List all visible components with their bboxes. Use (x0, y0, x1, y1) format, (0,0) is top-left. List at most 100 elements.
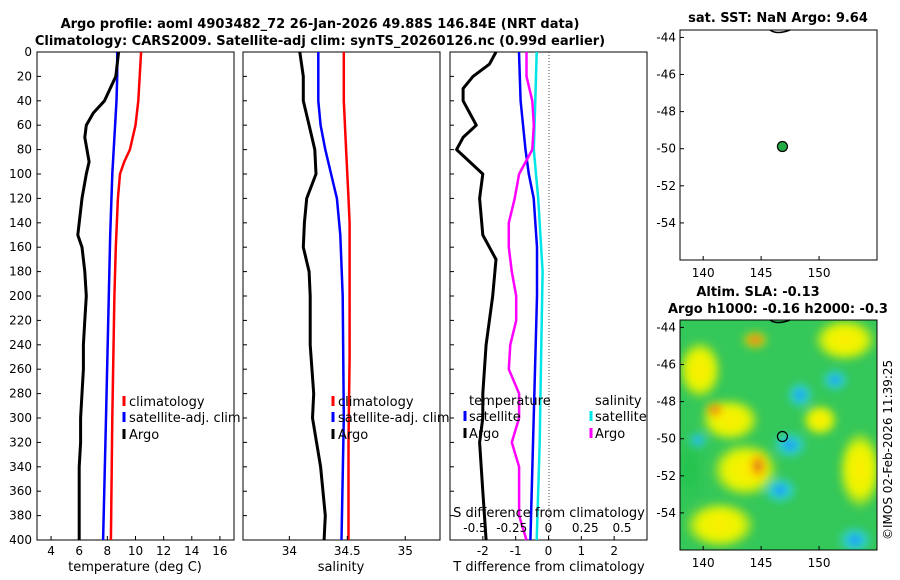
x-tick-label: 34.5 (334, 544, 361, 558)
depth-tick-label: 300 (9, 411, 32, 425)
legend-label-satellite: satellite-adj. clim (129, 411, 241, 426)
map-x-tick-label: 140 (692, 556, 715, 570)
legend-label-argo: Argo (338, 428, 368, 443)
map-y-tick-label: -48 (656, 395, 676, 409)
depth-tick-labels: 0 20 40 60 80 100 120 140 160 180 200 220 240 260 280 3… (9, 45, 454, 547)
x-tick-label: 1 (578, 544, 586, 558)
s-diff-tick-label: 0.25 (572, 521, 599, 535)
s-diff-tick-label: 0 (545, 521, 553, 535)
salinity-xlabel: salinity (318, 560, 365, 575)
depth-tick-label: 220 (9, 313, 32, 327)
depth-tick-label: 160 (9, 240, 32, 254)
sla-blob (741, 330, 769, 350)
series-line-climatology (109, 51, 143, 541)
depth-tick-label: 80 (17, 143, 32, 157)
map-y-tick-label: -46 (656, 358, 676, 372)
sla-blob (680, 430, 704, 510)
depth-tick-label: 60 (17, 118, 32, 132)
series-line-satellite-adj-clim (317, 52, 346, 541)
x-tick-label: 34 (282, 544, 297, 558)
sla-map-coastline (769, 319, 791, 324)
depth-tick-label: 320 (9, 435, 32, 449)
map-y-tick-label: -50 (656, 142, 676, 156)
sst-map-coastline (769, 29, 791, 34)
depth-tick-label: 40 (17, 94, 32, 108)
sla-map-box (679, 319, 878, 551)
series-line-argo (76, 51, 121, 540)
argo-float-marker (776, 430, 789, 443)
legend-label-s-argo: Argo (595, 427, 625, 442)
legend-label-salinity: salinity (595, 394, 642, 409)
temperature-panel: 0 20 40 60 80 100 120 140 160 180 200 220 240 260 280 3… (9, 45, 454, 575)
title-line-1: Argo profile: aoml 4903482_72 26-Jan-202… (61, 17, 580, 32)
s-diff-tick-label: 0.5 (612, 521, 631, 535)
sla-blob (762, 476, 798, 504)
temperature-lines (76, 51, 143, 541)
imos-credit: ©IMOS 02-Feb-2026 11:39:25 (881, 360, 895, 540)
legend-label-temperature: temperature (469, 394, 551, 409)
sla-map-points (776, 430, 789, 443)
map-x-tick-label: 150 (808, 556, 831, 570)
temperature-x-ticks: 4 6 8 10 12 14 16 (47, 536, 228, 558)
x-tick-label: 0 (545, 544, 553, 558)
x-tick-label: 12 (156, 544, 171, 558)
sst-map: sat. SST: NaN Argo: 9.64 140 145 150 -44 -46… (656, 11, 878, 280)
series-line-s-satellite (532, 51, 544, 541)
sst-map-ticks: 140 145 150 -44 -46 -48 -50 -52 -54 (656, 30, 830, 280)
map-x-tick-label: 145 (750, 556, 773, 570)
series-line-climatology (342, 52, 351, 540)
x-tick-label: 35 (398, 544, 413, 558)
depth-tick-label: 340 (9, 460, 32, 474)
depth-tick-label: 360 (9, 484, 32, 498)
legend-label-s-satellite: satellite (595, 410, 647, 425)
depth-tick-label: 380 (9, 509, 32, 523)
salinity-panel: 34 34.5 35 salinity climatology satellite-… (242, 51, 450, 575)
sla-blob (680, 340, 722, 400)
sla-blob (802, 404, 838, 436)
sla-map: Altim. SLA: -0.13 Argo h1000: -0.16 h200… (656, 285, 888, 570)
legend-label-t-argo: Argo (469, 427, 499, 442)
depth-tick-label: 200 (9, 289, 32, 303)
difference-lines (455, 51, 544, 541)
sst-map-points (776, 140, 789, 153)
legend-label-t-satellite: satellite (469, 410, 521, 425)
sla-blob (837, 526, 873, 550)
sla-heatmap (680, 320, 877, 550)
x-tick-label: 2 (610, 544, 618, 558)
depth-tick-label: 180 (9, 265, 32, 279)
depth-tick-label: 240 (9, 338, 32, 352)
map-y-tick-label: -50 (656, 432, 676, 446)
map-y-tick-label: -54 (656, 216, 676, 230)
legend-label-argo: Argo (129, 428, 159, 443)
depth-tick-label: 400 (9, 533, 32, 547)
temperature-legend: climatology satellite-adj. clim Argo (122, 395, 241, 443)
x-tick-label: 14 (184, 544, 199, 558)
legend-label-climatology: climatology (129, 395, 205, 410)
s-diff-tick-label: -0.5 (463, 521, 486, 535)
sla-blob (688, 432, 708, 448)
map-y-tick-label: -44 (656, 320, 676, 334)
argo-float-marker (776, 140, 789, 153)
depth-tick-label: 0 (24, 45, 32, 59)
sla-map-ticks: 140 145 150 -44 -46 -48 -50 -52 -54 (656, 320, 830, 570)
series-line-satellite-adj-clim (101, 52, 119, 541)
x-tick-label: -1 (510, 544, 522, 558)
series-line-argo (298, 51, 327, 541)
sla-blob (821, 368, 849, 392)
x-tick-label: 10 (128, 544, 143, 558)
difference-panel: -2 -1 0 1 2 -0.5 -0.25 0 0.25 0.5 S difference f… (449, 51, 648, 575)
sla-map-title-2: Argo h1000: -0.16 h2000: -0.3 (668, 302, 888, 317)
depth-tick-label: 120 (9, 191, 32, 205)
depth-tick-label: 260 (9, 362, 32, 376)
depth-tick-label: 280 (9, 387, 32, 401)
s-diff-tick-label: -0.25 (496, 521, 527, 535)
sla-blob (772, 431, 808, 459)
difference-x-ticks: -2 -1 0 1 2 (477, 536, 618, 558)
map-y-tick-label: -46 (656, 68, 676, 82)
map-y-tick-label: -52 (656, 179, 676, 193)
map-x-tick-label: 145 (750, 266, 773, 280)
salinity-difference-ticks: -0.5 -0.25 0 0.25 0.5 (463, 521, 631, 535)
salinity-lines (298, 51, 351, 541)
map-x-tick-label: 140 (692, 266, 715, 280)
